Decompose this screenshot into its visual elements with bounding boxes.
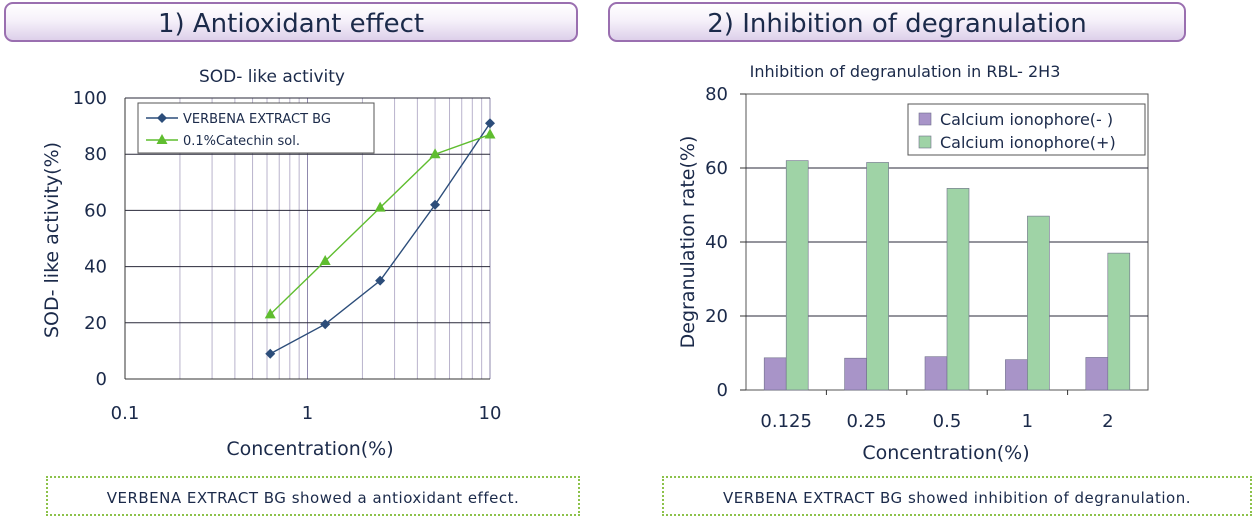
bar [785, 160, 809, 391]
antioxidant-conclusion-note: VERBENA EXTRACT BG showed a antioxidant … [46, 476, 580, 516]
data-point-diamond [485, 118, 495, 129]
y-tick-label: 60 [84, 200, 107, 221]
bar [924, 356, 948, 391]
antioxidant-section-title: 1) Antioxidant effect [4, 2, 578, 42]
bar [1005, 359, 1028, 391]
x-category-label: 0.125 [760, 411, 812, 432]
legend-label: Calcium ionophore(+) [940, 133, 1116, 152]
legend-box [137, 102, 375, 154]
y-axis-label: SOD- like activity(%) [41, 142, 63, 338]
legend-marker-diamond [157, 113, 167, 123]
y-tick-label: 20 [705, 306, 728, 327]
bar [1107, 252, 1131, 391]
data-point-triangle [319, 254, 331, 265]
y-axis-label: Degranulation rate(%) [677, 136, 699, 349]
x-axis-label: Concentration(%) [862, 442, 1029, 464]
x-category-label: 0.5 [933, 411, 962, 432]
bar [946, 188, 970, 391]
legend-label: Calcium ionophore(- ) [940, 110, 1113, 129]
data-point-diamond [375, 275, 386, 286]
x-tick-label: 0.1 [111, 403, 140, 424]
series-line [269, 122, 491, 355]
x-axis-label: Concentration(%) [226, 438, 393, 460]
y-tick-label: 80 [705, 84, 728, 105]
series-line [269, 133, 491, 315]
degranulation-section-title: 2) Inhibition of degranulation [608, 2, 1186, 42]
y-tick-label: 20 [84, 313, 107, 334]
bar [763, 357, 787, 391]
data-point-triangle [374, 201, 386, 212]
bar [1027, 215, 1050, 391]
x-category-label: 1 [1022, 411, 1033, 432]
legend-swatch [918, 112, 932, 126]
y-tick-label: 100 [73, 88, 107, 109]
y-tick-label: 80 [84, 144, 107, 165]
legend-swatch [918, 135, 932, 149]
y-tick-label: 40 [84, 257, 107, 278]
x-tick-label: 1 [302, 403, 313, 424]
x-category-label: 2 [1102, 411, 1113, 432]
y-tick-label: 0 [717, 380, 728, 401]
legend-box [907, 103, 1146, 156]
y-tick-label: 0 [96, 369, 107, 390]
bar [844, 357, 867, 391]
data-point-diamond [265, 348, 276, 359]
chart-title: Inhibition of degranulation in RBL- 2H3 [750, 62, 1061, 81]
y-tick-label: 40 [705, 232, 728, 253]
x-tick-label: 10 [479, 403, 502, 424]
bar [866, 162, 889, 391]
data-point-triangle [264, 308, 276, 319]
data-point-diamond [430, 199, 441, 210]
legend-marker-triangle [156, 134, 168, 144]
legend-label: VERBENA EXTRACT BG [183, 112, 331, 127]
bar [1085, 357, 1109, 391]
legend-label: 0.1%Catechin sol. [183, 134, 300, 149]
data-point-diamond [320, 319, 331, 330]
data-point-triangle [484, 128, 496, 139]
degranulation-conclusion-note: VERBENA EXTRACT BG showed inhibition of … [662, 476, 1252, 516]
x-category-label: 0.25 [847, 411, 887, 432]
y-tick-label: 60 [705, 158, 728, 179]
chart-title: SOD- like activity [199, 67, 345, 87]
data-point-triangle [429, 148, 441, 159]
